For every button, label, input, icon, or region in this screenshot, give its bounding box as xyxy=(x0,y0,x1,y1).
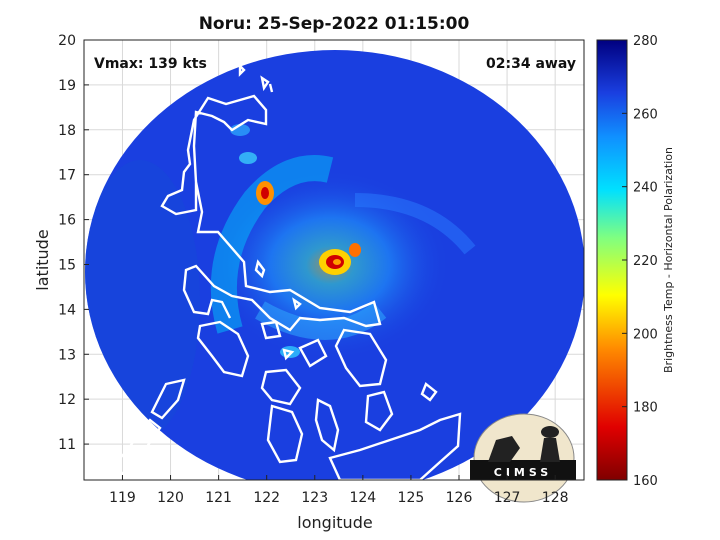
x-tick-label: 119 xyxy=(109,490,136,506)
rainband-south xyxy=(255,301,387,340)
colorbar-tick-label: 280 xyxy=(633,34,658,49)
samar-coastline xyxy=(334,328,388,388)
colorbar-label: Brightness Temp - Horizontal Polarizatio… xyxy=(662,147,675,373)
rainband-east xyxy=(354,193,476,255)
convection-core-north xyxy=(261,187,269,199)
x-tick-label: 122 xyxy=(253,490,280,506)
satellite-dish-icon xyxy=(488,436,520,462)
y-tick-label: 14 xyxy=(58,302,76,318)
marinduque-coastline xyxy=(260,320,282,340)
mindoro-coastline xyxy=(196,320,250,378)
colorbar-tick-label: 260 xyxy=(633,107,658,122)
y-tick-label: 11 xyxy=(58,437,76,453)
mindanao-coastline xyxy=(328,412,462,480)
northern-islets xyxy=(238,63,274,93)
colorbar-ticks: 160 180 200 220 240 260 280 xyxy=(622,34,658,489)
y-tick-label: 16 xyxy=(58,213,76,229)
palawan-coastline xyxy=(106,378,186,480)
x-tick-label: 127 xyxy=(494,490,521,506)
time-away-label: 02:34 away xyxy=(486,56,576,72)
x-tick-label: 126 xyxy=(446,490,473,506)
colorbar-tick-label: 240 xyxy=(633,181,658,196)
x-tick-label: 120 xyxy=(157,490,184,506)
colorbar-tick-label: 200 xyxy=(633,327,658,342)
axes-frame xyxy=(83,39,585,481)
eyewall-hotspot xyxy=(349,243,361,257)
y-tick-label: 17 xyxy=(58,168,76,184)
x-tick-label: 128 xyxy=(542,490,569,506)
logo-text: CIMSS xyxy=(494,466,552,479)
x-tick-label: 123 xyxy=(301,490,328,506)
map-title: Noru: 25-Sep-2022 01:15:00 xyxy=(198,14,470,34)
vmax-label: Vmax: 139 kts xyxy=(94,56,207,72)
y-tick-label: 18 xyxy=(58,123,76,139)
luzon-coastline xyxy=(160,94,382,332)
masbate-coastline xyxy=(298,338,328,368)
y-tick-label: 20 xyxy=(58,33,76,49)
y-tick-label: 15 xyxy=(58,257,76,273)
coastlines xyxy=(106,63,462,480)
x-axis-ticks: 119 120 121 122 123 124 125 126 127 128 xyxy=(109,475,569,506)
negros-coastline xyxy=(266,404,304,464)
y-tick-label: 12 xyxy=(58,392,76,408)
colorbar-tick-label: 180 xyxy=(633,401,658,416)
cebu-coastline xyxy=(314,398,340,453)
colorbar-tick-label: 160 xyxy=(633,474,658,489)
y-axis-ticks: 11 12 13 14 15 16 17 18 19 20 xyxy=(58,33,89,453)
x-tick-label: 121 xyxy=(205,490,232,506)
x-tick-label: 125 xyxy=(398,490,425,506)
leyte-coastline xyxy=(364,390,394,432)
y-tick-label: 13 xyxy=(58,347,76,363)
small-islands xyxy=(254,259,438,402)
colorbar-tick-label: 220 xyxy=(633,254,658,269)
x-tick-label: 124 xyxy=(349,490,376,506)
water-tower-icon xyxy=(540,438,560,462)
y-tick-label: 19 xyxy=(58,78,76,94)
eye xyxy=(333,259,341,265)
y-axis-label: latitude xyxy=(33,229,52,290)
x-axis-label: longitude xyxy=(297,513,372,532)
panay-coastline xyxy=(260,368,302,406)
